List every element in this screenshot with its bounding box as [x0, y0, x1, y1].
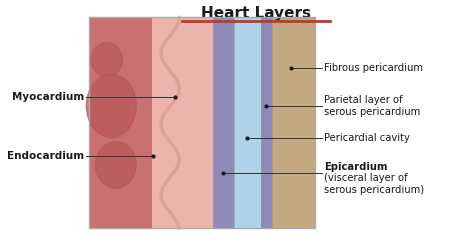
- Text: Myocardium: Myocardium: [12, 93, 84, 102]
- Ellipse shape: [95, 142, 136, 188]
- Bar: [152, 17, 213, 228]
- Text: Fibrous pericardium: Fibrous pericardium: [324, 63, 423, 73]
- Text: Epicardium: Epicardium: [324, 162, 387, 172]
- Bar: [272, 17, 315, 228]
- Bar: [234, 17, 261, 228]
- Text: Parietal layer of
serous pericardium: Parietal layer of serous pericardium: [324, 95, 420, 117]
- Text: Heart Layers: Heart Layers: [201, 6, 311, 21]
- Bar: [261, 17, 272, 228]
- Ellipse shape: [86, 74, 136, 138]
- Bar: [89, 17, 152, 228]
- Bar: [89, 17, 315, 228]
- Text: Pericardial cavity: Pericardial cavity: [324, 132, 410, 143]
- Text: Endocardium: Endocardium: [7, 152, 84, 161]
- Ellipse shape: [91, 43, 123, 76]
- Text: (visceral layer of
serous pericardium): (visceral layer of serous pericardium): [324, 173, 424, 195]
- Bar: [213, 17, 234, 228]
